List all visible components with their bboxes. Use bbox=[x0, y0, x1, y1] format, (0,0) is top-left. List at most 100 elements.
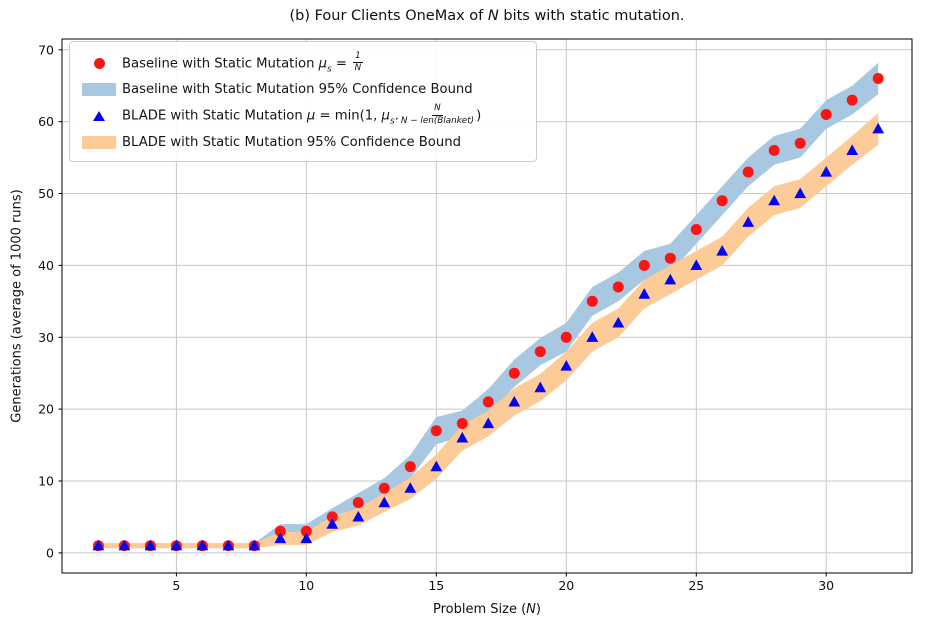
data-point-circle bbox=[456, 418, 468, 429]
x-tick-labels: 5 10 15 20 25 30 bbox=[172, 578, 834, 593]
legend-baseline-marker-cell bbox=[76, 58, 122, 70]
data-point-circle bbox=[430, 425, 442, 437]
data-point-triangle bbox=[352, 510, 365, 522]
data-point-triangle bbox=[872, 122, 885, 134]
data-point-circle bbox=[664, 252, 676, 264]
data-point-triangle bbox=[196, 539, 209, 551]
data-point-triangle bbox=[690, 259, 703, 270]
xlabel-var: N bbox=[526, 602, 536, 617]
y-tick-labels: 0 10 20 30 40 50 60 70 bbox=[38, 42, 54, 560]
data-point-triangle bbox=[300, 532, 313, 544]
chart-title: (b) Four Clients OneMax of N bits with s… bbox=[62, 8, 912, 24]
data-point-triangle bbox=[586, 331, 599, 342]
data-point-triangle bbox=[118, 539, 131, 551]
data-point-triangle bbox=[378, 496, 391, 508]
data-point-triangle bbox=[456, 431, 469, 443]
svg-text:10: 10 bbox=[38, 474, 54, 489]
data-point-triangle bbox=[664, 273, 677, 285]
data-point-circle bbox=[690, 224, 702, 235]
data-point-triangle bbox=[404, 482, 417, 493]
svg-text:15: 15 bbox=[428, 578, 444, 593]
confidence-band-blade bbox=[98, 113, 879, 549]
orange-band-swatch-icon bbox=[82, 135, 116, 149]
x-ticks bbox=[175, 573, 827, 577]
blue-band-swatch-icon bbox=[82, 83, 116, 97]
data-point-circle bbox=[352, 497, 364, 509]
svg-text:25: 25 bbox=[688, 578, 704, 593]
data-point-circle bbox=[274, 525, 286, 537]
data-point-triangle bbox=[170, 539, 183, 551]
legend-blade-marker-cell bbox=[76, 111, 122, 122]
svg-text:30: 30 bbox=[818, 578, 834, 593]
data-point-circle bbox=[768, 144, 780, 156]
svg-text:5: 5 bbox=[172, 578, 180, 593]
data-point-triangle bbox=[430, 460, 443, 472]
xlabel-pre: Problem Size ( bbox=[433, 602, 527, 617]
data-point-circle bbox=[560, 331, 572, 343]
data-point-triangle bbox=[846, 144, 859, 155]
blue-triangle-marker-icon bbox=[93, 111, 105, 122]
data-point-circle bbox=[404, 461, 416, 473]
svg-text:20: 20 bbox=[38, 402, 54, 417]
svg-text:60: 60 bbox=[38, 114, 54, 129]
data-point-triangle bbox=[92, 539, 105, 551]
data-point-circle bbox=[716, 195, 728, 207]
data-point-circle bbox=[742, 166, 754, 178]
data-point-triangle bbox=[794, 187, 807, 199]
legend-blade-ci-marker-cell bbox=[76, 135, 122, 149]
data-point-circle bbox=[586, 295, 598, 307]
data-point-triangle bbox=[326, 518, 339, 529]
legend-baseline-ci-marker-cell bbox=[76, 83, 122, 97]
data-point-circle bbox=[482, 396, 494, 408]
series-blade-points bbox=[92, 122, 885, 551]
title-var: N bbox=[487, 8, 499, 24]
legend-item-blade-ci: BLADE with Static Mutation 95% Confidenc… bbox=[76, 135, 530, 150]
data-point-triangle bbox=[534, 381, 547, 393]
data-point-triangle bbox=[742, 216, 755, 227]
red-circle-marker-icon bbox=[93, 58, 105, 70]
data-point-triangle bbox=[612, 316, 625, 328]
legend-blade-label: BLADE with Static Mutation μ = min(1, μs… bbox=[122, 103, 482, 127]
data-point-triangle bbox=[144, 539, 157, 551]
legend-blade-ci-label: BLADE with Static Mutation 95% Confidenc… bbox=[122, 134, 461, 150]
y-ticks bbox=[58, 49, 62, 554]
data-point-triangle bbox=[274, 532, 287, 544]
data-point-triangle bbox=[716, 245, 729, 256]
legend-item-baseline-ci: Baseline with Static Mutation 95% Confid… bbox=[76, 82, 530, 97]
data-point-triangle bbox=[820, 166, 833, 177]
gridlines bbox=[62, 39, 912, 573]
svg-text:40: 40 bbox=[38, 258, 54, 273]
data-point-circle bbox=[508, 367, 520, 379]
data-point-circle bbox=[872, 73, 884, 84]
x-axis-label: Problem Size (N) bbox=[62, 602, 912, 617]
data-point-circle bbox=[378, 482, 390, 494]
svg-text:70: 70 bbox=[38, 42, 54, 57]
data-point-triangle bbox=[482, 417, 495, 429]
svg-text:50: 50 bbox=[38, 186, 54, 201]
data-point-triangle bbox=[638, 288, 651, 299]
plot-frame bbox=[61, 38, 913, 574]
title-post: bits with static mutation. bbox=[498, 8, 685, 24]
data-point-circle bbox=[846, 94, 858, 106]
data-point-triangle bbox=[768, 194, 781, 206]
data-point-circle bbox=[612, 281, 624, 293]
legend-baseline-ci-label: Baseline with Static Mutation 95% Confid… bbox=[122, 82, 473, 98]
svg-text:30: 30 bbox=[38, 330, 54, 345]
xlabel-post: ) bbox=[535, 602, 541, 617]
data-point-triangle bbox=[222, 539, 235, 551]
data-point-triangle bbox=[560, 360, 573, 371]
svg-text:10: 10 bbox=[298, 578, 314, 593]
data-point-circle bbox=[534, 346, 546, 358]
data-point-circle bbox=[300, 525, 312, 537]
data-point-triangle bbox=[248, 539, 261, 551]
data-point-circle bbox=[794, 137, 806, 149]
data-point-circle bbox=[638, 259, 650, 271]
data-point-circle bbox=[820, 109, 832, 120]
